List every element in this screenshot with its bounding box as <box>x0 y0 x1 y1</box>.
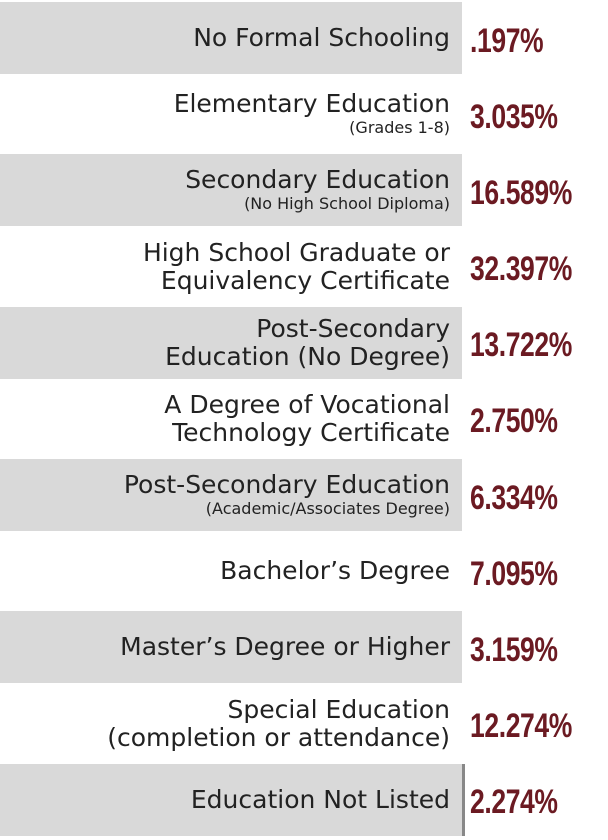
label-line: Special Education <box>227 694 451 724</box>
label-line: Post-Secondary <box>256 313 450 343</box>
percentage: 12.274% <box>470 707 572 746</box>
row-label: Bachelor’s Degree <box>0 535 462 607</box>
label-line: Bachelor’s Degree <box>220 556 450 586</box>
row: Education Not Listed 2.274% <box>0 763 608 840</box>
row-label: Post-Secondary Education (Academic/Associ… <box>0 459 462 532</box>
percentage: 2.274% <box>470 783 558 822</box>
row: No Formal Schooling .197% <box>0 2 608 78</box>
row-label: Post-Secondary Education (No Degree) <box>0 306 462 379</box>
row: Post-Secondary Education (No Degree) 13.72… <box>0 306 608 383</box>
row: Bachelor’s Degree 7.095% <box>0 535 608 611</box>
row: Secondary Education (No High School Diplo… <box>0 154 608 230</box>
label-line: Education Not Listed <box>190 784 450 814</box>
row: High School Graduate or Equivalency Certi… <box>0 231 608 307</box>
row-label: High School Graduate or Equivalency Certi… <box>0 231 462 303</box>
label-note: (Grades 1-8) <box>349 118 450 138</box>
row: Special Education (completion or attendan… <box>0 688 608 764</box>
row-label: Master’s Degree or Higher <box>0 611 462 684</box>
label-line: Elementary Education <box>173 89 450 119</box>
row-label: No Formal Schooling <box>0 2 462 74</box>
percentage: 3.035% <box>470 97 558 136</box>
row: Elementary Education (Grades 1-8) 3.035% <box>0 78 608 154</box>
percentage: .197% <box>470 21 544 60</box>
label-line: Education (No Degree) <box>165 341 450 371</box>
percentage: 2.750% <box>470 402 558 441</box>
label-line: Equivalency Certificate <box>160 265 450 295</box>
row-label: Special Education (completion or attendan… <box>0 688 462 760</box>
row-label: Elementary Education (Grades 1-8) <box>0 78 462 150</box>
row: A Degree of Vocational Technology Certifi… <box>0 383 608 459</box>
label-line: Secondary Education <box>185 165 450 195</box>
percentage: 3.159% <box>470 630 558 669</box>
row: Post-Secondary Education (Academic/Associ… <box>0 459 608 535</box>
row-label: Secondary Education (No High School Diplo… <box>0 154 462 227</box>
label-line: Technology Certificate <box>172 417 450 447</box>
row: Master’s Degree or Higher 3.159% <box>0 611 608 687</box>
label-note: (No High School Diploma) <box>244 194 450 214</box>
row-label: Education Not Listed <box>0 763 462 836</box>
label-line: Post-Secondary Education <box>123 470 450 500</box>
label-line: A Degree of Vocational <box>164 389 450 419</box>
label-line: (completion or attendance) <box>107 722 450 752</box>
label-note: (Academic/Associates Degree) <box>205 499 450 519</box>
percentage: 13.722% <box>470 326 572 365</box>
percentage: 7.095% <box>470 554 558 593</box>
percentage: 6.334% <box>470 478 558 517</box>
label-line: No Formal Schooling <box>193 23 450 52</box>
divider <box>462 763 465 836</box>
label-line: Master’s Degree or Higher <box>120 632 450 662</box>
percentage: 16.589% <box>470 173 572 212</box>
percentage: 32.397% <box>470 250 572 289</box>
label-line: High School Graduate or <box>142 237 450 267</box>
row-label: A Degree of Vocational Technology Certifi… <box>0 383 462 455</box>
